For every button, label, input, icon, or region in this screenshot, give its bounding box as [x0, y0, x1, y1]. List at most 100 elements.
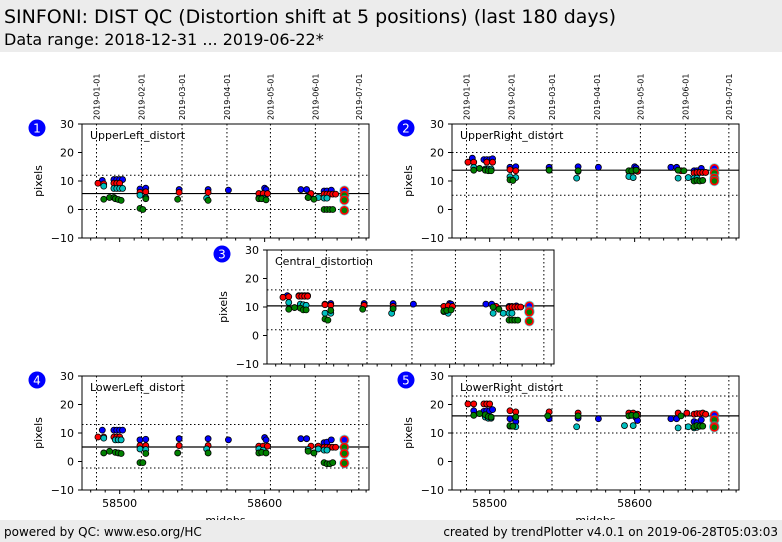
data-point-blue: [303, 435, 311, 443]
data-point-green: [476, 165, 483, 172]
data-point-green: [174, 195, 182, 203]
data-point-blue: [262, 436, 270, 444]
data-point-blue: [175, 435, 183, 443]
data-point-green: [495, 305, 503, 313]
header-bar: [0, 0, 782, 52]
data-point-green: [117, 196, 125, 204]
panel-title: Central_distortion: [275, 255, 373, 268]
panel-number-label: 5: [402, 374, 410, 388]
data-point-green: [139, 206, 147, 213]
data-point-red: [464, 158, 472, 166]
data-point-red: [512, 167, 520, 175]
last-point: [339, 195, 349, 205]
date-tick-label: 2019-01-01: [462, 74, 471, 121]
date-tick-label: 2019-07-01: [725, 74, 734, 121]
data-point-red: [175, 442, 183, 449]
y-axis-label: pixels: [32, 417, 45, 449]
y-tick-label: 20: [245, 273, 259, 286]
plot-area: [82, 124, 369, 238]
data-point-red: [486, 400, 494, 408]
date-tick-label: 2019-01-01: [92, 74, 101, 121]
data-point-cyan: [323, 194, 331, 202]
y-tick-label: 30: [245, 244, 259, 257]
data-point-blue: [297, 435, 305, 443]
data-point-blue: [119, 426, 126, 434]
data-point-green: [447, 306, 455, 314]
panel-number-label: 4: [33, 374, 41, 388]
panel-number-label: 3: [218, 248, 226, 262]
data-point-red: [702, 410, 710, 418]
x-tick-label: 58500: [472, 497, 507, 510]
date-tick-label: 2019-07-01: [355, 74, 364, 121]
last-point: [524, 307, 534, 317]
data-point-cyan: [100, 434, 108, 442]
page-title: SINFONI: DIST QC (Distortion shift at 5 …: [4, 6, 616, 28]
data-point-blue: [482, 300, 490, 308]
y-tick-label: 10: [60, 175, 74, 188]
last-point: [339, 458, 349, 468]
data-point-red: [506, 166, 514, 174]
y-tick-label: 20: [60, 399, 74, 412]
y-tick-label: −10: [421, 484, 444, 497]
data-point-blue: [667, 415, 675, 423]
data-point-cyan: [621, 422, 628, 429]
data-point-blue: [697, 416, 705, 424]
data-point-blue: [327, 436, 335, 444]
data-point-red: [489, 158, 496, 166]
y-tick-label: −10: [421, 232, 444, 245]
panel-number-badge: [28, 119, 46, 137]
data-point-red: [279, 293, 287, 301]
data-point-green: [291, 304, 298, 311]
y-tick-label: 10: [60, 427, 74, 440]
data-point-blue: [224, 436, 232, 444]
chart-panel-2: 2019-01-01 2019-02-01 2019-03-01 2019-04-01…: [397, 74, 740, 245]
data-point-green: [470, 411, 478, 419]
data-point-green: [262, 196, 270, 204]
panel-number-label: 2: [402, 122, 410, 136]
data-point-red: [464, 400, 472, 408]
y-tick-label: 30: [60, 370, 74, 383]
panel-number-badge: [28, 371, 46, 389]
data-point-cyan: [674, 424, 682, 432]
data-point-red: [483, 158, 491, 166]
data-point-blue: [489, 406, 496, 414]
data-point-red: [517, 303, 525, 311]
data-point-red: [264, 190, 271, 197]
data-point-green: [302, 306, 310, 314]
data-point-red: [94, 433, 102, 441]
data-point-green: [142, 450, 150, 457]
data-point-red: [332, 190, 340, 198]
data-point-green: [327, 307, 335, 314]
data-point-green: [204, 196, 212, 204]
data-point-green: [174, 449, 182, 457]
date-tick-label: 2019-04-01: [223, 74, 232, 121]
data-point-green: [514, 316, 522, 324]
chart-panel-1: 2019-01-01 2019-02-01 2019-03-01 2019-04-01…: [28, 74, 370, 245]
y-tick-label: 0: [67, 456, 74, 469]
data-point-cyan: [684, 423, 692, 431]
data-point-green: [329, 459, 337, 467]
data-point-cyan: [674, 174, 682, 182]
data-point-green: [677, 412, 685, 420]
data-point-green: [489, 303, 497, 311]
data-point-green: [324, 316, 332, 324]
data-point-green: [310, 195, 318, 203]
footer-powered-by: powered by QC: www.eso.org/HC: [4, 525, 202, 539]
data-point-cyan: [629, 174, 637, 181]
data-point-green: [304, 194, 312, 201]
data-point-green: [674, 166, 682, 174]
y-tick-label: 0: [252, 330, 259, 343]
data-point-green: [142, 195, 150, 203]
x-tick-label: 58500: [102, 497, 137, 510]
data-point-red: [683, 409, 691, 417]
data-point-blue: [303, 186, 311, 193]
data-point-red: [94, 179, 102, 187]
date-tick-label: 2019-02-01: [507, 74, 516, 121]
data-point-cyan: [100, 182, 108, 190]
data-point-blue: [297, 186, 305, 193]
date-tick-label: 2019-04-01: [593, 74, 602, 121]
data-point-green: [487, 167, 495, 175]
data-point-green: [699, 422, 707, 430]
data-point-green: [304, 447, 312, 455]
